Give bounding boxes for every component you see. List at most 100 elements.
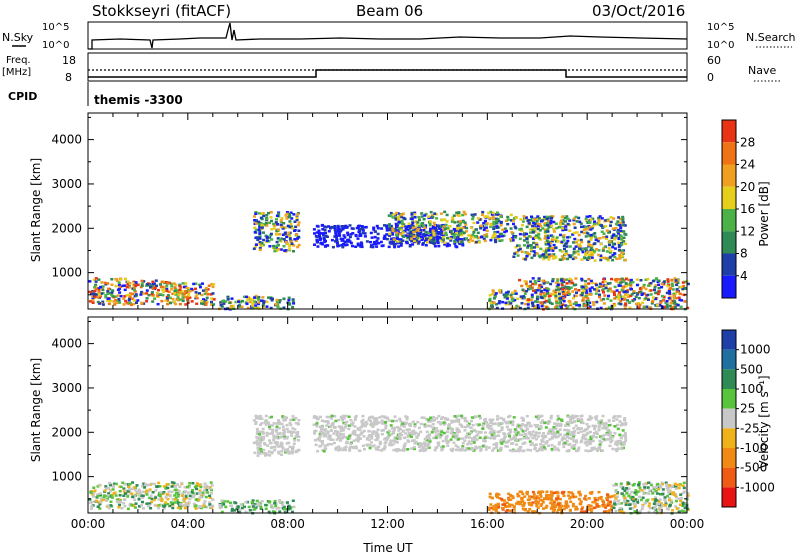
range-gate-cell	[340, 425, 344, 428]
range-gate-cell	[602, 225, 605, 229]
range-gate-cell	[447, 427, 450, 430]
range-gate-cell	[477, 414, 481, 418]
range-gate-cell	[198, 483, 202, 486]
range-gate-cell	[557, 508, 560, 511]
cpid-strip: CPID themis -3300	[8, 82, 183, 107]
range-gate-cell	[495, 217, 498, 221]
range-gate-cell	[252, 247, 256, 250]
range-gate-cell	[557, 301, 561, 305]
range-gate-cell	[577, 216, 581, 220]
range-gate-cell	[513, 428, 517, 431]
range-gate-cell	[580, 225, 583, 229]
range-gate-cell	[403, 442, 407, 445]
range-gate-cell	[284, 418, 288, 422]
range-gate-cell	[291, 510, 294, 514]
range-gate-cell	[674, 296, 678, 300]
range-gate-cell	[273, 502, 277, 505]
range-gate-cell	[622, 290, 626, 294]
range-gate-cell	[503, 227, 507, 230]
range-gate-cell	[557, 443, 561, 446]
range-gate-cell	[598, 293, 601, 296]
range-gate-cell	[429, 236, 433, 239]
range-gate-cell	[434, 434, 438, 437]
range-gate-cell	[256, 443, 260, 446]
range-gate-cell	[394, 222, 398, 226]
range-gate-cell	[371, 415, 375, 419]
range-gate-cell	[537, 217, 541, 220]
range-gate-cell	[354, 438, 358, 441]
range-gate-cell	[508, 414, 512, 418]
range-gate-cell	[609, 500, 612, 504]
range-gate-cell	[565, 215, 569, 218]
range-gate-cell	[114, 298, 118, 302]
range-gate-cell	[600, 217, 604, 220]
y-tick-label: 2000	[51, 221, 82, 235]
range-gate-cell	[417, 240, 421, 243]
range-gate-cell	[561, 292, 565, 295]
range-gate-cell	[511, 423, 515, 427]
range-gate-cell	[272, 244, 276, 248]
range-gate-cell	[180, 481, 184, 485]
range-gate-cell	[296, 224, 300, 227]
range-gate-cell	[567, 289, 571, 292]
range-gate-cell	[110, 496, 114, 499]
range-gate-cell	[237, 300, 240, 303]
range-gate-cell	[427, 418, 431, 421]
range-gate-cell	[498, 290, 502, 294]
range-gate-cell	[527, 432, 531, 435]
range-gate-cell	[540, 254, 544, 257]
range-gate-cell	[272, 224, 276, 227]
range-gate-cell	[475, 434, 479, 438]
range-gate-cell	[676, 279, 680, 282]
range-gate-cell	[275, 244, 279, 248]
range-gate-cell	[581, 285, 585, 289]
range-gate-cell	[560, 250, 564, 253]
range-gate-cell	[198, 491, 202, 494]
range-gate-cell	[119, 500, 123, 504]
range-gate-cell	[93, 500, 97, 503]
range-gate-cell	[413, 225, 417, 229]
range-gate-cell	[349, 418, 353, 422]
range-gate-cell	[431, 238, 435, 241]
range-gate-cell	[273, 249, 277, 253]
range-gate-cell	[478, 436, 482, 439]
range-gate-cell	[623, 432, 627, 435]
freq-top-tick: 18	[62, 54, 76, 67]
range-gate-cell	[343, 240, 347, 243]
range-gate-cell	[204, 290, 208, 293]
range-gate-cell	[357, 224, 361, 228]
range-gate-cell	[619, 226, 623, 229]
range-gate-cell	[595, 289, 599, 292]
range-gate-cell	[395, 449, 399, 453]
range-gate-cell	[676, 290, 680, 293]
range-gate-cell	[270, 415, 274, 419]
range-gate-cell	[398, 428, 402, 431]
range-gate-cell	[598, 223, 602, 227]
range-gate-cell	[439, 433, 442, 437]
range-gate-cell	[619, 229, 623, 233]
range-gate-cell	[286, 448, 290, 451]
range-gate-cell	[528, 503, 532, 506]
range-gate-cell	[360, 245, 364, 249]
range-gate-cell	[241, 299, 244, 303]
range-gate-cell	[570, 437, 574, 440]
range-gate-cell	[188, 296, 192, 299]
range-gate-cell	[527, 501, 531, 505]
range-gate-cell	[521, 429, 525, 433]
range-gate-cell	[549, 241, 553, 245]
range-gate-cell	[361, 444, 365, 447]
range-gate-cell	[406, 435, 410, 439]
range-gate-cell	[429, 420, 433, 423]
range-gate-cell	[562, 494, 566, 498]
range-gate-cell	[186, 502, 190, 506]
range-gate-cell	[330, 416, 333, 419]
range-gate-cell	[208, 494, 212, 498]
range-gate-cell	[532, 246, 536, 249]
range-gate-cell	[540, 434, 544, 438]
range-gate-cell	[538, 229, 542, 232]
range-gate-cell	[598, 439, 602, 443]
range-gate-cell	[104, 283, 108, 286]
range-gate-cell	[393, 441, 397, 444]
range-gate-cell	[621, 434, 625, 437]
range-gate-cell	[466, 442, 470, 446]
